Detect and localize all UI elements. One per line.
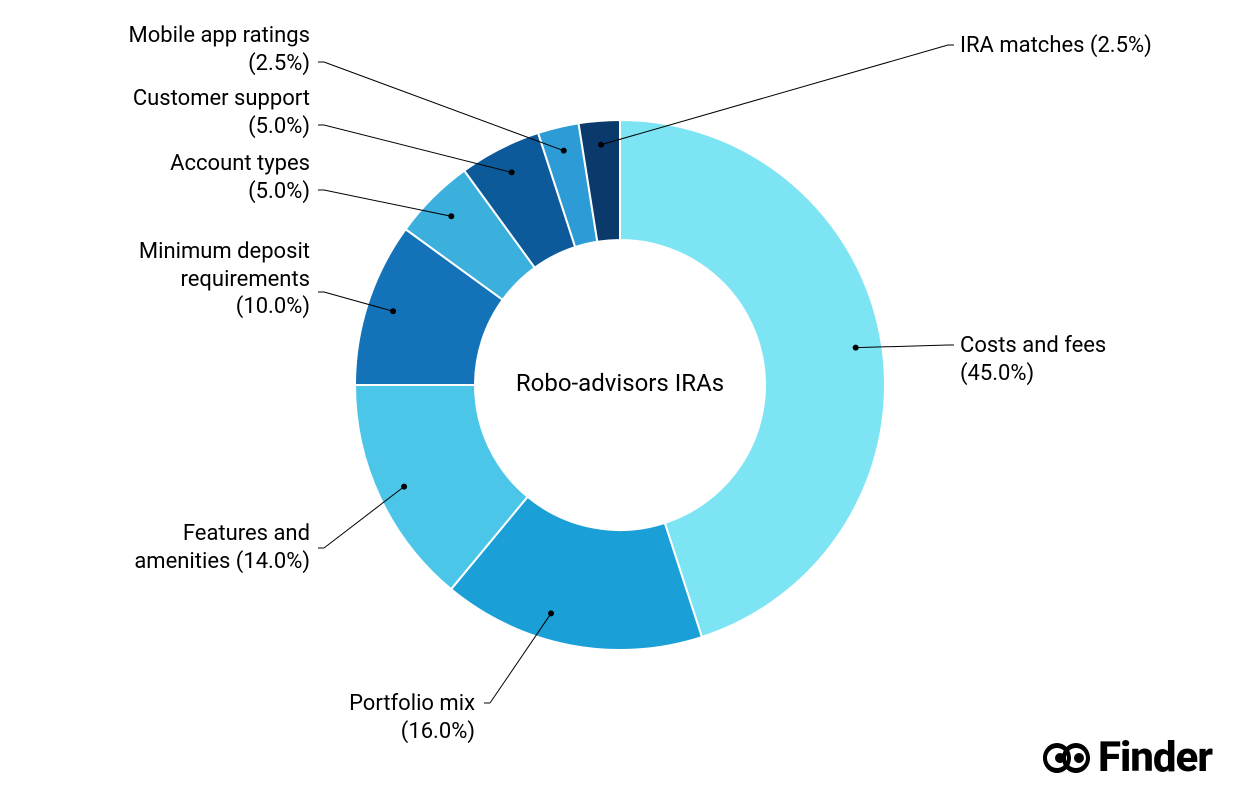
leader-line <box>324 125 512 172</box>
leader-dot <box>853 345 859 351</box>
leader-dot <box>448 213 454 219</box>
leader-dot <box>548 610 554 616</box>
leader-dot <box>401 484 407 490</box>
leader-dot <box>561 148 567 154</box>
leader-dot <box>598 142 604 148</box>
chart-stage: Robo-advisors IRAs Costs and fees(45.0%)… <box>0 0 1240 804</box>
finder-logo-text: Finder <box>1098 733 1212 782</box>
finder-logo-icon <box>1042 739 1094 777</box>
leader-dot <box>390 308 396 314</box>
finder-logo: Finder <box>1042 733 1212 782</box>
leader-line <box>601 45 948 145</box>
leader-dot <box>509 169 515 175</box>
leader-line <box>324 62 564 151</box>
donut-chart <box>0 0 1240 804</box>
